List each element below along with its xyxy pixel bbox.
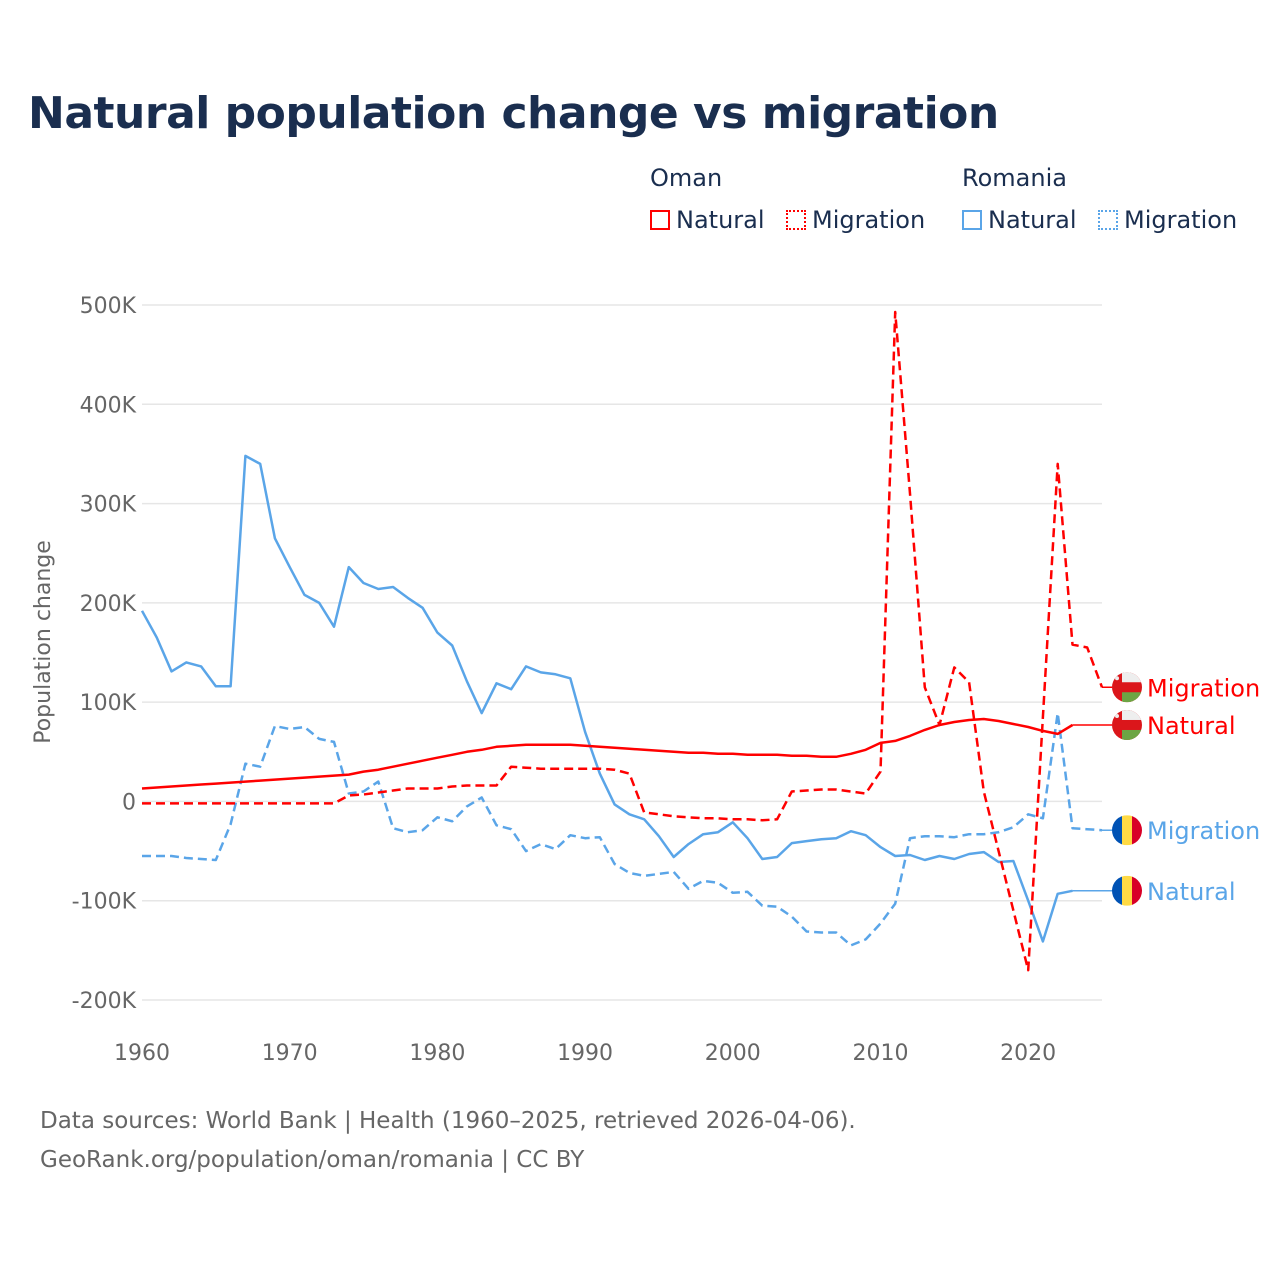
series-line-romania-natural <box>140 454 1073 943</box>
legend-label: Migration <box>1124 206 1238 234</box>
flag-yellow <box>1122 875 1132 906</box>
legend-swatch-solid <box>962 210 982 230</box>
y-tick-label: 0 <box>122 790 136 815</box>
romania-flag-icon <box>1112 815 1142 846</box>
legend-oman-natural[interactable]: Natural <box>650 206 765 234</box>
series-line-romania-migration <box>142 711 1103 947</box>
legend-label: Migration <box>812 206 926 234</box>
legend-swatch-dotted <box>1098 210 1118 230</box>
legend-group-romania: Romania <box>962 164 1067 192</box>
flag-red <box>1132 875 1142 906</box>
series-line-oman-migration <box>142 310 1104 972</box>
legend-label: Natural <box>676 206 765 234</box>
y-axis-label: Population change <box>31 540 56 744</box>
y-tick-label: 500K <box>80 294 137 319</box>
series-line-oman-natural <box>141 717 1074 790</box>
x-tick-label: 2000 <box>705 1041 761 1066</box>
legend-swatch-dotted <box>786 210 806 230</box>
footer-link[interactable]: GeoRank.org/population/oman/romania | CC… <box>40 1147 585 1173</box>
flag-green <box>1122 692 1142 703</box>
flag-red <box>1132 815 1142 846</box>
legend-romania-natural[interactable]: Natural <box>962 206 1077 234</box>
legend-label: Natural <box>988 206 1077 234</box>
y-tick-label: -100K <box>72 890 137 915</box>
footer-sources: Data sources: World Bank | Health (1960–… <box>40 1108 856 1134</box>
romania-flag-icon <box>1112 875 1142 906</box>
series-end-label: Natural <box>1147 878 1236 906</box>
x-tick-label: 2010 <box>852 1041 908 1066</box>
flag-white <box>1122 709 1142 720</box>
flag-blue <box>1112 815 1122 846</box>
flag-clip <box>1112 815 1142 846</box>
oman-flag-icon <box>1112 672 1142 703</box>
chart-title: Natural population change vs migration <box>28 88 999 139</box>
y-tick-label: 300K <box>80 493 137 518</box>
x-tick-label: 1970 <box>262 1041 318 1066</box>
oman-flag-icon <box>1112 709 1142 740</box>
flag-clip <box>1112 875 1142 906</box>
flag-clip <box>1112 672 1142 703</box>
x-tick-label: 1960 <box>114 1041 170 1066</box>
y-tick-label: 400K <box>80 393 137 418</box>
flag-green <box>1122 729 1142 740</box>
flag-blue <box>1112 875 1122 906</box>
legend-swatch-solid <box>650 210 670 230</box>
flag-clip <box>1112 709 1142 740</box>
y-tick-label: -200K <box>72 989 137 1014</box>
legend-oman-migration[interactable]: Migration <box>786 206 925 234</box>
series-end-label: Migration <box>1147 817 1260 845</box>
x-tick-label: 1990 <box>557 1041 613 1066</box>
flag-white <box>1122 672 1142 683</box>
y-tick-label: 200K <box>80 592 137 617</box>
y-tick-label: 100K <box>80 691 137 716</box>
x-tick-label: 1980 <box>409 1041 465 1066</box>
series-end-label: Migration <box>1147 674 1260 702</box>
legend-group-oman: Oman <box>650 164 723 192</box>
x-tick-label: 2020 <box>1000 1041 1056 1066</box>
flag-yellow <box>1122 815 1132 846</box>
legend-romania-migration[interactable]: Migration <box>1098 206 1237 234</box>
series-end-label: Natural <box>1147 712 1236 740</box>
flag-emblem <box>1115 713 1119 718</box>
flag-emblem <box>1115 676 1119 681</box>
